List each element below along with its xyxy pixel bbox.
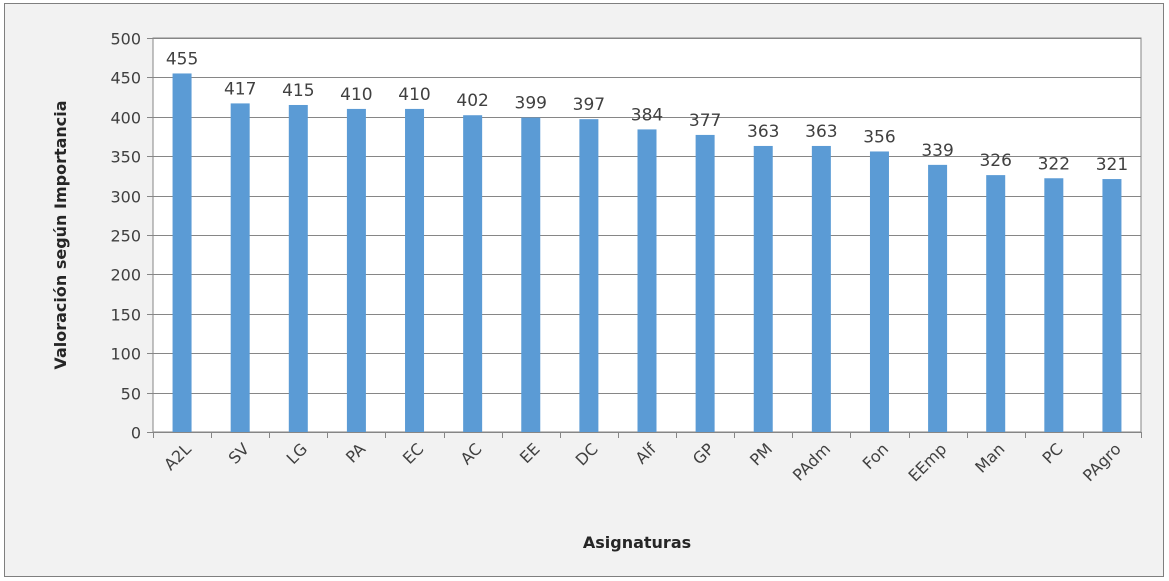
- data-label: 402: [456, 91, 488, 111]
- bars: [172, 73, 1122, 433]
- category-label: AC: [457, 439, 486, 468]
- data-label: 321: [1096, 155, 1128, 175]
- y-tick-label: 400: [110, 109, 141, 128]
- category-label: PAgro: [1079, 439, 1125, 485]
- bar: [288, 104, 308, 432]
- bar: [695, 134, 715, 432]
- y-tick-label: 300: [110, 188, 141, 207]
- bar: [637, 129, 657, 432]
- data-label: 339: [921, 141, 953, 161]
- data-label: 455: [166, 49, 198, 69]
- y-tick-label: 200: [110, 266, 141, 285]
- category-label: PAdm: [789, 439, 834, 484]
- data-label: 415: [282, 81, 314, 101]
- data-label: 356: [863, 127, 895, 147]
- data-label: 363: [747, 122, 779, 142]
- bar: [986, 175, 1006, 432]
- bar: [405, 108, 425, 433]
- category-label: A2L: [160, 439, 195, 474]
- bar: [521, 117, 541, 432]
- data-label: 410: [340, 85, 372, 105]
- data-label: 384: [631, 105, 663, 125]
- category-labels: A2L SV LG PA EC AC EE DC Alf GP PM PAdm Fon EEmp Man PC…: [160, 439, 1125, 485]
- bar: [753, 145, 773, 432]
- category-label: EC: [399, 439, 427, 467]
- y-tick-label: 350: [110, 148, 141, 167]
- category-label: Man: [971, 439, 1008, 476]
- y-axis-title: Valoración según Importancia: [51, 100, 70, 369]
- bar: [463, 115, 483, 432]
- category-label: DC: [572, 439, 602, 469]
- y-tick-label: 450: [110, 69, 141, 88]
- data-label: 363: [805, 122, 837, 142]
- category-label: PM: [746, 439, 776, 469]
- data-label: 399: [515, 94, 547, 114]
- data-label: 417: [224, 79, 256, 99]
- data-label: 377: [689, 111, 721, 131]
- y-tick-label: 100: [110, 345, 141, 364]
- category-label: Fon: [859, 439, 893, 473]
- bar: [579, 119, 599, 432]
- data-labels: 455 417 415 410 410 402 399 397 384 377 363 363 356 3…: [166, 49, 1128, 175]
- bar: [1044, 178, 1064, 432]
- category-label: PA: [342, 439, 369, 466]
- x-axis-title: Asignaturas: [583, 533, 691, 552]
- category-label: Alf: [632, 439, 661, 468]
- category-label: EE: [516, 439, 544, 467]
- data-label: 326: [979, 151, 1011, 171]
- bar: [869, 151, 889, 433]
- y-tick-label: 500: [110, 30, 141, 49]
- data-label: 322: [1038, 154, 1070, 174]
- category-label: SV: [225, 439, 253, 467]
- category-label: LG: [283, 439, 312, 468]
- category-label: GP: [689, 439, 718, 468]
- bar: [230, 103, 250, 433]
- bar: [346, 108, 366, 433]
- bar: [811, 145, 831, 432]
- category-label: EEmp: [904, 439, 950, 485]
- data-label: 410: [398, 85, 430, 105]
- bar: [1102, 179, 1122, 432]
- y-tick-labels: 0 50 100 150 200 250 300 350 400 450 500: [110, 30, 141, 443]
- bar: [172, 73, 192, 433]
- y-tick-label: 150: [110, 306, 141, 325]
- y-tick-label: 250: [110, 227, 141, 246]
- category-label: PC: [1038, 439, 1066, 467]
- data-label: 397: [573, 95, 605, 115]
- y-tick-label: 0: [131, 424, 141, 443]
- bar: [928, 164, 948, 433]
- y-tick-label: 50: [121, 385, 141, 404]
